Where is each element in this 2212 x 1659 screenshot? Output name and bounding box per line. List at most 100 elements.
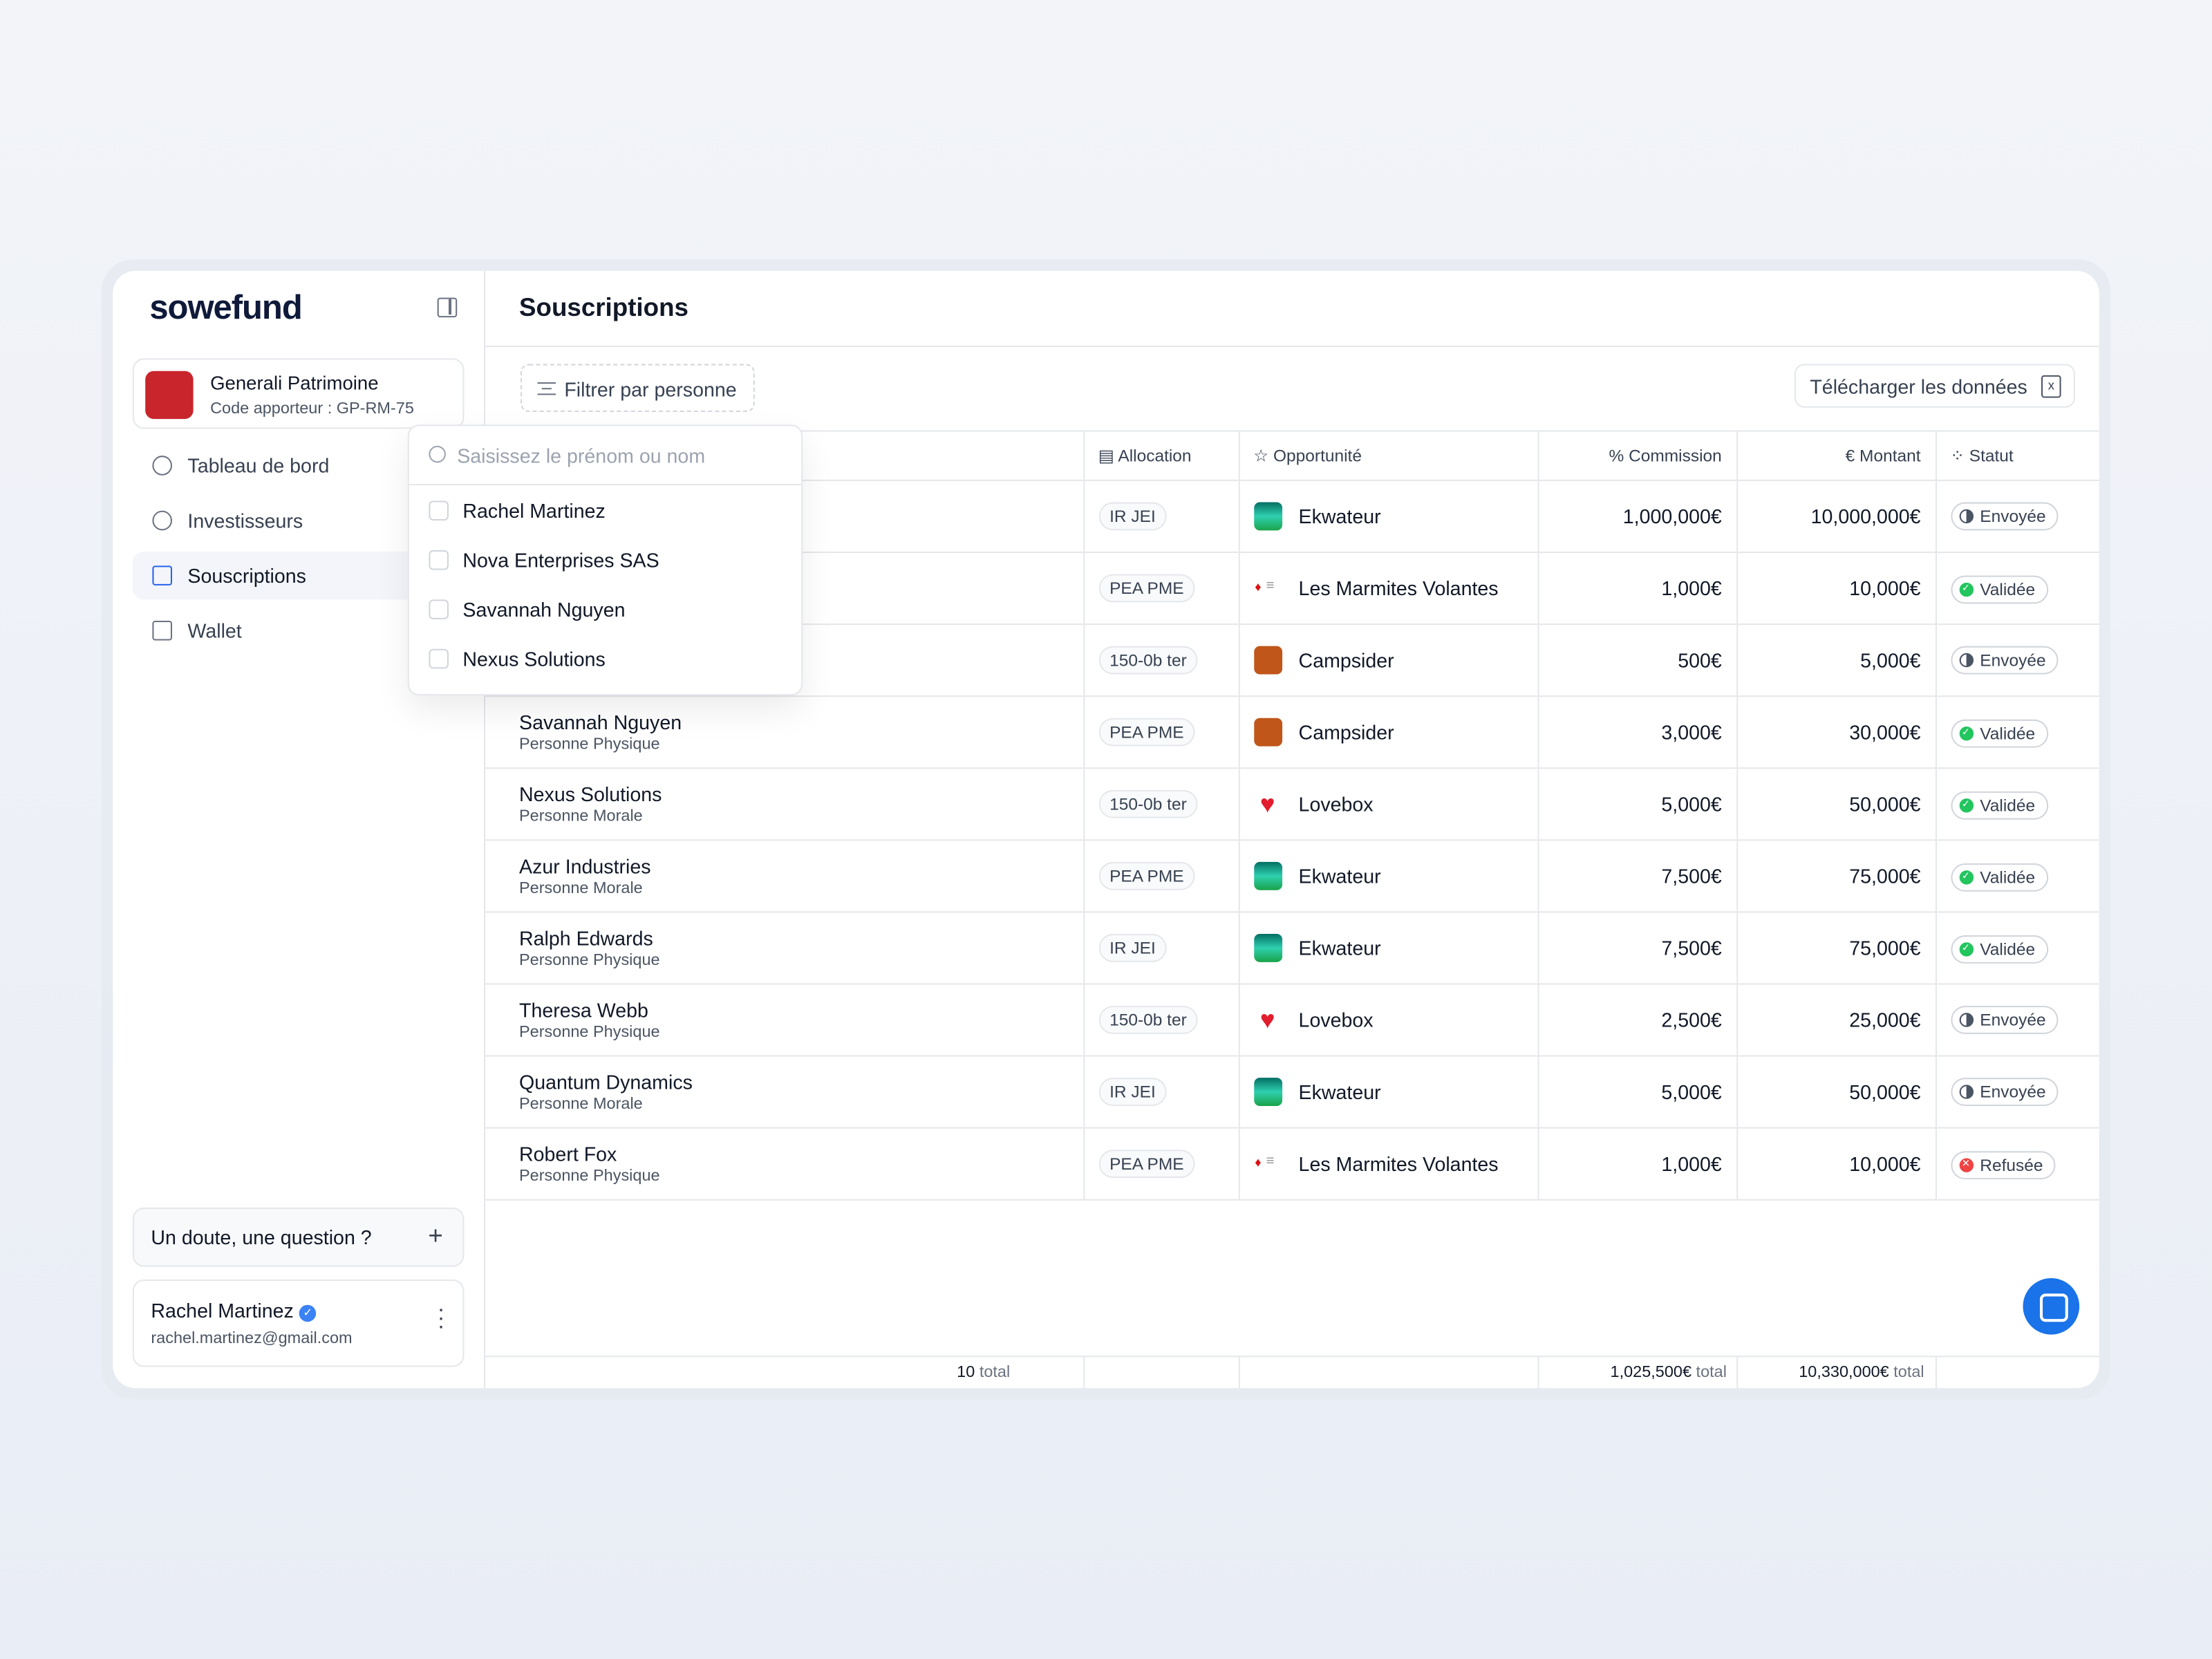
status-cell: Envoyée [1934,624,2099,697]
commission-cell: 500€ [1537,624,1737,697]
investor-cell: Nexus Solutions Personne Morale [485,768,1084,841]
col-allocation[interactable]: ▤ Allocation [1082,430,1239,481]
table-row[interactable]: Azur Industries Personne Morale PEA PME E… [485,840,2099,913]
opportunity-name: Campsider [1298,648,1394,672]
lovebox-logo-icon: ♥ [1253,789,1282,818]
total-count: 10 [957,1364,975,1381]
checkbox[interactable] [429,648,449,668]
person-option[interactable]: Nova Enterprises SAS [409,534,801,583]
person-option[interactable]: Nexus Solutions [409,633,801,682]
allocation-badge: 150-0b ter [1098,1006,1199,1034]
status-icon: ✓ [1958,870,1974,885]
opportunity-cell[interactable]: ♥ Lovebox [1237,984,1538,1057]
table-row[interactable]: Savannah Nguyen Personne Physique PEA PME… [485,696,2099,769]
opportunity-cell[interactable]: Ekwateur [1237,480,1538,553]
campsider-logo-icon [1253,718,1282,747]
investor-name: Nexus Solutions [519,782,662,806]
person-search-input[interactable]: Saisissez le prénom ou nom [409,426,802,486]
table-row[interactable]: Quantum Dynamics Personne Morale IR JEI E… [485,1056,2099,1129]
investor-cell: Quantum Dynamics Personne Morale [485,1056,1084,1129]
commission-cell: 1,000€ [1537,1127,1737,1201]
opportunity-cell[interactable]: ♥ Lovebox [1237,768,1538,841]
investor-name: Azur Industries [519,854,651,878]
allocation-cell: IR JEI [1082,912,1239,985]
opportunity-cell[interactable]: Ekwateur [1237,1056,1538,1129]
nav-wallet[interactable]: Wallet [133,607,465,655]
opportunity-cell[interactable]: Les Marmites Volantes [1237,1127,1538,1201]
table-row[interactable]: Theresa Webb Personne Physique 150-0b ter… [485,984,2099,1057]
investor-type: Personne Morale [519,880,643,897]
opportunity-cell[interactable]: Ekwateur [1237,840,1538,913]
opportunity-cell[interactable]: Les Marmites Volantes [1237,552,1538,626]
status-cell: Envoyée [1934,984,2099,1057]
allocation-badge: PEA PME [1098,861,1195,890]
more-options-icon[interactable]: · · · [437,1297,445,1339]
opportunity-name: Ekwateur [1298,1080,1381,1103]
commission-cell: 2,500€ [1537,984,1737,1057]
main-content: Souscriptions Filtrer par personne Téléc… [485,271,2099,1389]
user-card[interactable]: Rachel Martinez ✓ rachel.martinez@gmail.c… [132,1280,465,1367]
help-button[interactable]: Un doute, une question ? + [132,1207,465,1267]
person-option[interactable]: Savannah Nguyen [409,584,801,633]
allocation-cell: PEA PME [1082,552,1239,626]
allocation-cell: 150-0b ter [1082,768,1239,841]
commission-cell: 1,000€ [1537,552,1737,626]
investor-cell: Ralph Edwards Personne Physique [485,912,1084,985]
table-row[interactable]: Nexus Solutions Personne Morale 150-0b te… [485,768,2099,841]
amount-cell: 10,000€ [1736,552,1936,626]
ekwateur-logo-icon [1253,861,1282,890]
col-opportunity[interactable]: ☆ Opportunité [1237,430,1538,481]
collapse-sidebar-icon[interactable] [437,297,458,318]
verified-icon: ✓ [299,1304,317,1322]
status-badge: ✓ Validée [1950,575,2048,604]
table-row[interactable]: Ralph Edwards Personne Physique IR JEI Ek… [485,912,2099,985]
nav-investisseurs[interactable]: Investisseurs [133,496,465,544]
filter-by-person-button[interactable]: Filtrer par personne [521,364,755,412]
allocation-cell: IR JEI [1082,1056,1239,1129]
checkbox[interactable] [429,599,449,619]
table-row[interactable]: Robert Fox Personne Physique PEA PME Les … [485,1127,2099,1201]
col-amount[interactable]: € Montant [1736,430,1936,481]
opportunity-cell[interactable]: Campsider [1237,696,1538,769]
status-cell: ✓ Validée [1934,552,2099,626]
status-badge: ✕ Refusée [1950,1151,2056,1180]
status-badge: Envoyée [1950,646,2059,675]
org-code: Code apporteur : GP-RM-75 [210,400,414,418]
org-name: Generali Patrimoine [210,372,379,394]
sidebar: sowefund Generali Patrimoine Code apport… [113,270,486,1389]
opportunity-cell[interactable]: Ekwateur [1237,912,1538,985]
col-status[interactable]: ⁘ Statut [1934,430,2099,481]
org-card[interactable]: Generali Patrimoine Code apporteur : GP-… [132,358,465,429]
subscriptions-table: ▤ Allocation ☆ Opportunité % Commission … [485,430,2099,1201]
nav-label: Investisseurs [187,509,303,532]
gauge-icon [152,456,172,476]
chat-support-button[interactable] [2023,1277,2080,1335]
status-badge: ✓ Validée [1950,863,2048,892]
status-cell: ✕ Refusée [1934,1127,2099,1201]
person-option[interactable]: Rachel Martinez [409,485,801,534]
option-label: Nexus Solutions [462,646,606,670]
total-commission: 1,025,500€ [1610,1364,1692,1381]
opportunity-name: Lovebox [1298,792,1374,816]
download-data-button[interactable]: Télécharger les données x [1794,364,2076,408]
checkbox[interactable] [429,549,449,570]
commission-cell: 7,500€ [1537,912,1737,985]
checkbox[interactable] [429,500,449,521]
les-marmites-volantes-logo-icon [1253,1150,1282,1179]
search-icon [429,445,446,463]
col-commission[interactable]: % Commission [1537,430,1737,481]
opportunity-name: Ekwateur [1298,937,1381,959]
status-badge: ✓ Validée [1950,719,2048,748]
opportunity-name: Ekwateur [1298,865,1381,888]
allocation-badge: 150-0b ter [1098,646,1199,675]
download-label: Télécharger les données [1810,375,2027,398]
generali-logo [145,371,194,420]
users-icon [152,510,172,531]
status-cell: ✓ Validée [1934,840,2099,913]
amount-cell: 10,000€ [1736,1127,1936,1201]
commission-cell: 7,500€ [1537,840,1737,913]
nav-tableau-de-bord[interactable]: Tableau de bord [133,442,465,489]
investor-type: Personne Morale [519,1096,643,1114]
opportunity-cell[interactable]: Campsider [1237,624,1538,697]
